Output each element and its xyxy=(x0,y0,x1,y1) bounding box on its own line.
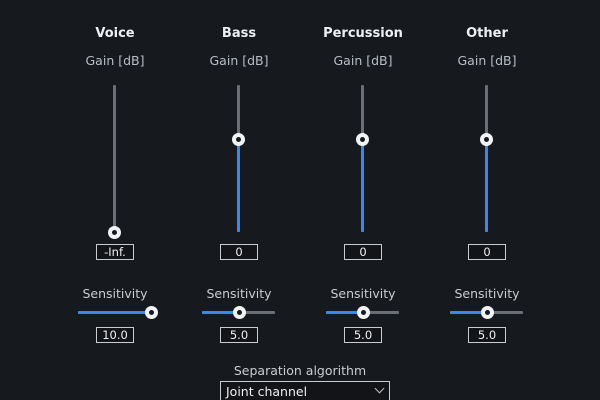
separation-algorithm-dropdown[interactable]: Joint channel xyxy=(220,381,390,400)
gain-value-field[interactable]: 0 xyxy=(344,244,382,260)
sensitivity-label: Sensitivity xyxy=(82,286,148,301)
sensitivity-value-field[interactable]: 5.0 xyxy=(344,327,382,343)
sensitivity-slider-fill xyxy=(450,311,487,314)
channel-title: Other xyxy=(466,26,508,41)
separation-algorithm-value: Joint channel xyxy=(226,384,308,399)
gain-slider[interactable] xyxy=(232,85,245,232)
gain-label: Gain [dB] xyxy=(457,53,517,68)
gain-label: Gain [dB] xyxy=(85,53,145,68)
sensitivity-slider[interactable] xyxy=(450,306,523,319)
gain-value-field[interactable]: -Inf. xyxy=(96,244,134,260)
gain-slider-handle[interactable] xyxy=(480,132,493,146)
sensitivity-slider[interactable] xyxy=(326,306,399,319)
sensitivity-slider-fill xyxy=(326,311,363,314)
sensitivity-slider-handle[interactable] xyxy=(356,306,370,319)
sensitivity-slider-handle[interactable] xyxy=(144,306,158,319)
chevron-down-icon[interactable] xyxy=(374,383,385,394)
sensitivity-label: Sensitivity xyxy=(206,286,272,301)
channel-percussion: Percussion Gain [dB] 0 Sensitivity 5.0 xyxy=(303,0,423,360)
sensitivity-value-field[interactable]: 10.0 xyxy=(96,327,134,343)
sensitivity-slider-fill xyxy=(78,311,151,314)
sensitivity-value-field[interactable]: 5.0 xyxy=(468,327,506,343)
gain-slider[interactable] xyxy=(356,85,369,232)
sensitivity-slider-handle[interactable] xyxy=(232,306,246,319)
sensitivity-value-field[interactable]: 5.0 xyxy=(220,327,258,343)
sensitivity-slider[interactable] xyxy=(78,306,158,319)
gain-slider-fill xyxy=(361,139,364,232)
gain-slider-fill xyxy=(485,139,488,232)
gain-slider[interactable] xyxy=(108,85,121,239)
gain-value-field[interactable]: 0 xyxy=(220,244,258,260)
sensitivity-slider-fill xyxy=(202,311,239,314)
channel-title: Bass xyxy=(221,26,257,41)
gain-label: Gain [dB] xyxy=(333,53,393,68)
gain-slider-fill xyxy=(237,139,240,232)
sensitivity-slider-handle[interactable] xyxy=(480,306,494,319)
sensitivity-slider[interactable] xyxy=(202,306,275,319)
channel-bass: Bass Gain [dB] 0 Sensitivity 5.0 xyxy=(179,0,299,360)
channel-title: Voice xyxy=(95,26,135,41)
gain-slider-handle[interactable] xyxy=(108,225,121,239)
gain-slider[interactable] xyxy=(480,85,493,232)
gain-slider-handle[interactable] xyxy=(356,132,369,146)
channel-voice: Voice Gain [dB] -Inf. Sensitivity 10.0 xyxy=(55,0,175,360)
separation-algorithm-label: Separation algorithm xyxy=(233,363,367,378)
gain-value-field[interactable]: 0 xyxy=(468,244,506,260)
sensitivity-label: Sensitivity xyxy=(454,286,520,301)
channel-other: Other Gain [dB] 0 Sensitivity 5.0 xyxy=(427,0,547,360)
sensitivity-label: Sensitivity xyxy=(330,286,396,301)
gain-slider-handle[interactable] xyxy=(232,132,245,146)
gain-label: Gain [dB] xyxy=(209,53,269,68)
channel-title: Percussion xyxy=(323,26,403,41)
